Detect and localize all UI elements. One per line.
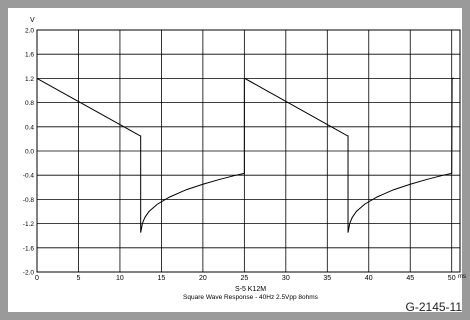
- x-tick-label: 25: [240, 275, 248, 282]
- x-tick-label: 45: [406, 275, 414, 282]
- chart-subtitle: Square Wave Response - 40Hz 2.5Vpp 8ohms: [183, 294, 319, 301]
- x-tick-label: 10: [116, 275, 124, 282]
- y-tick-label: 0.0: [25, 149, 34, 156]
- y-tick-label: 0.8: [25, 100, 34, 107]
- y-tick-label: 1.2: [25, 76, 34, 83]
- x-tick-label: 30: [282, 275, 290, 282]
- x-tick-label: 15: [158, 275, 166, 282]
- y-tick-label: 1.6: [25, 52, 34, 59]
- figure-code: G-2145-11: [405, 300, 462, 314]
- x-tick-label: 50: [448, 275, 456, 282]
- x-tick-label: 5: [77, 275, 81, 282]
- x-tick-label: 35: [323, 275, 331, 282]
- y-tick-label: -0.4: [23, 173, 35, 180]
- x-tick-label: 20: [199, 275, 207, 282]
- y-tick-label: -1.6: [23, 245, 35, 252]
- x-tick-label: 40: [365, 275, 373, 282]
- y-tick-label: 2.0: [25, 28, 34, 35]
- y-axis-ticks: 2.0 1.6 1.2 0.8 0.4 0.0 -0.4 -0.8 -1.2 -1.6 -2.0: [23, 28, 35, 277]
- series-line: [36, 77, 455, 233]
- y-tick-label: -0.8: [23, 197, 35, 204]
- grid: [36, 29, 460, 273]
- x-tick-label: 0: [35, 275, 39, 282]
- y-tick-label: 0.4: [25, 124, 34, 131]
- x-axis-label: ms: [458, 274, 466, 280]
- y-axis-label: V: [30, 17, 35, 24]
- chart-title: S-5 K12M: [235, 286, 266, 293]
- x-axis-ticks: 0 5 10 15 20 25 30 35 40 45 50: [35, 275, 456, 282]
- y-tick-label: -1.2: [23, 221, 35, 228]
- plot-area: [36, 29, 461, 273]
- y-tick-label: -2.0: [23, 270, 35, 277]
